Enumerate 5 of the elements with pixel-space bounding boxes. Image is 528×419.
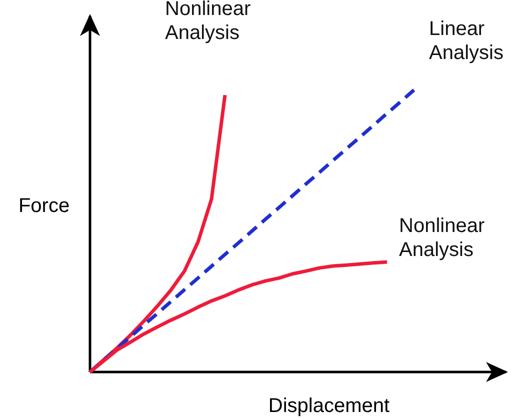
- x-axis-title: Displacement: [268, 395, 390, 417]
- series-label: Linear Analysis: [429, 18, 504, 64]
- series-label: Nonlinear Analysis: [399, 215, 485, 262]
- y-axis-title: Force: [18, 195, 70, 217]
- text: Nonlinear Analysis: [165, 0, 251, 44]
